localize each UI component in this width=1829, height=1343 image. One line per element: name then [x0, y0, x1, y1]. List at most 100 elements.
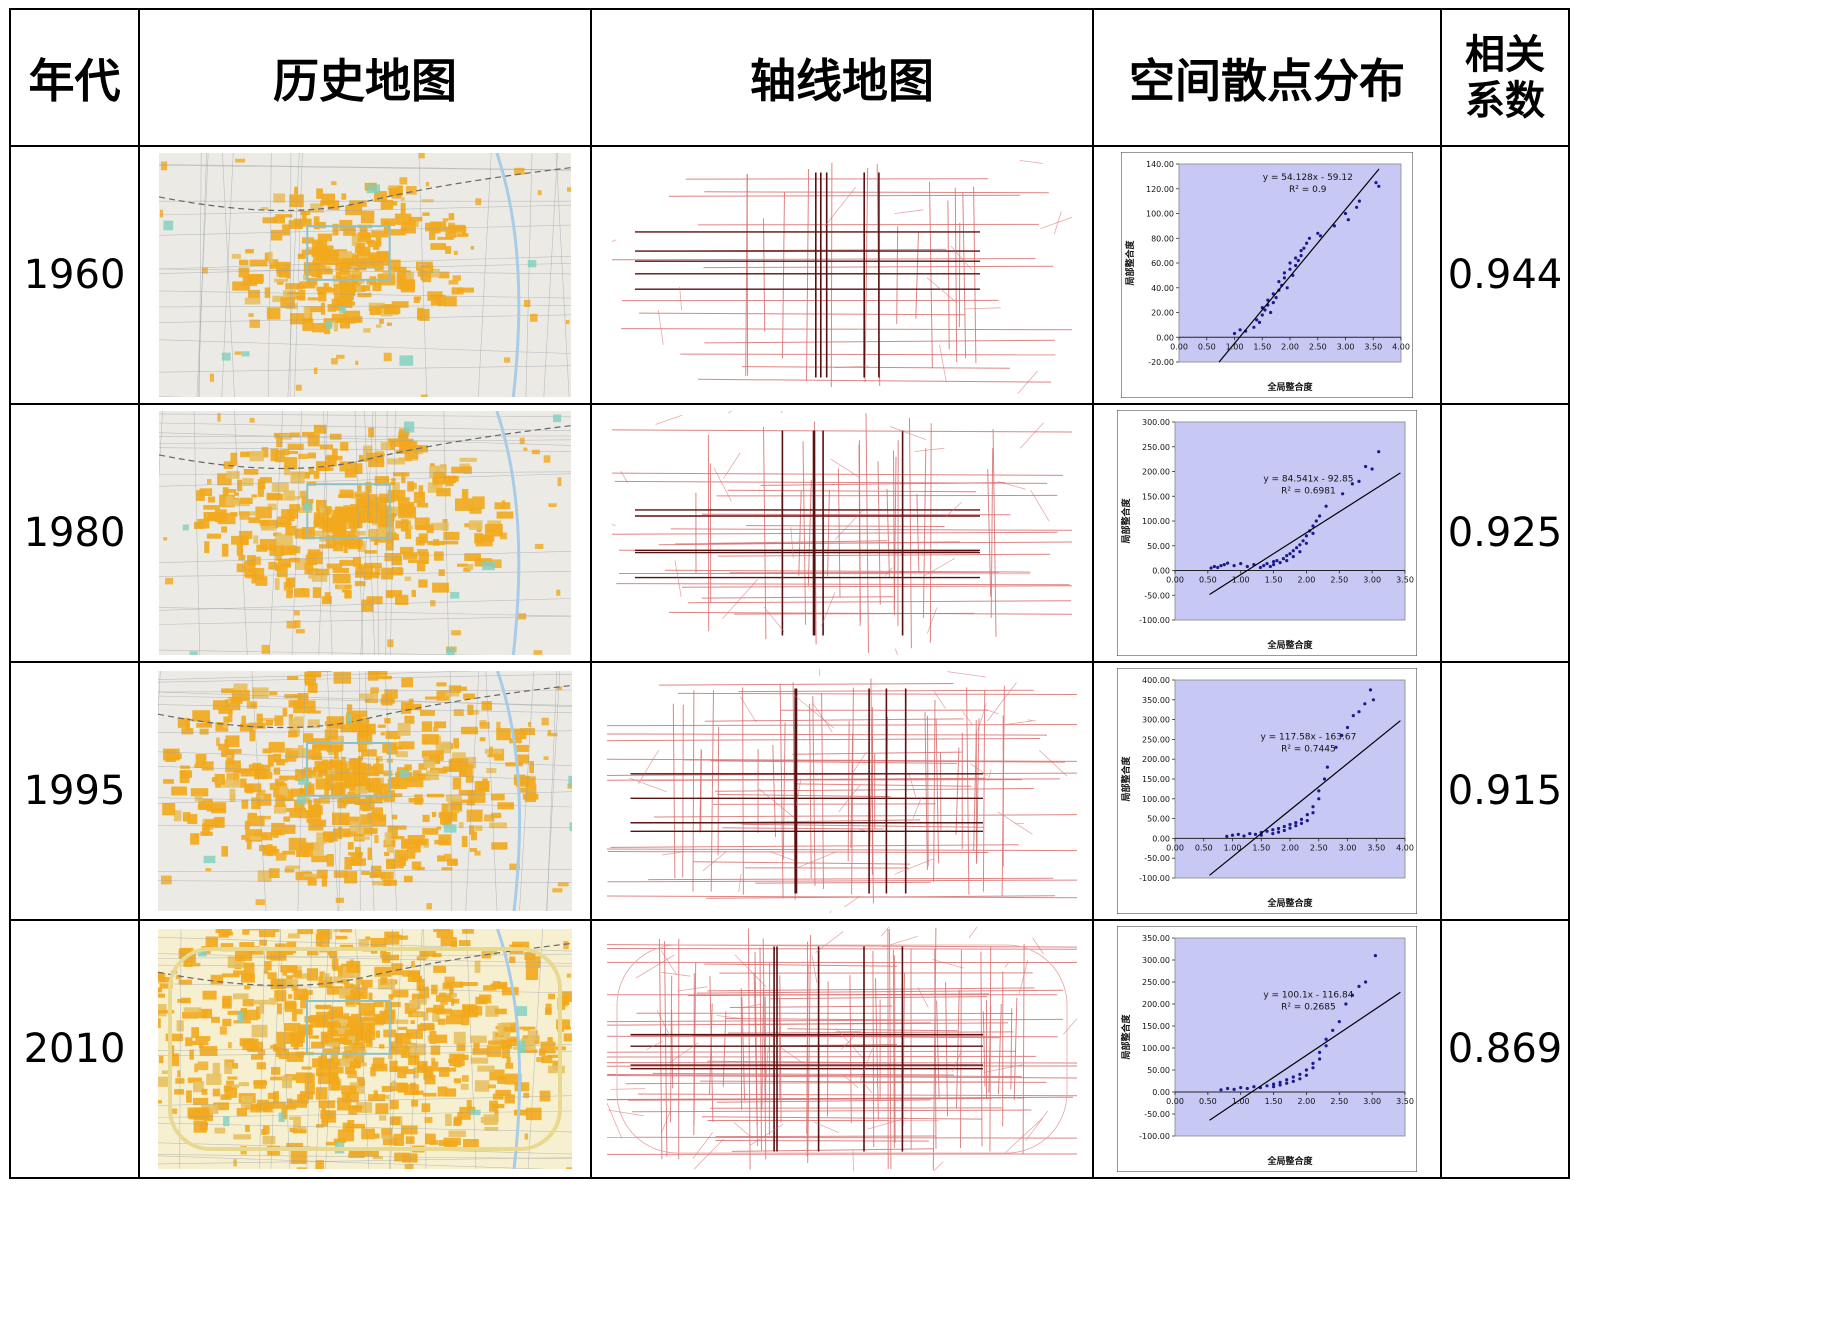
scatter-point	[1350, 482, 1354, 486]
scatter-point	[1236, 832, 1240, 836]
scatter-point	[1331, 1028, 1335, 1032]
scatter-point	[1357, 199, 1361, 203]
plot-area	[1174, 679, 1406, 879]
scatter-point	[1282, 824, 1286, 829]
scatter-point	[1316, 231, 1320, 235]
scatter-point	[1253, 832, 1258, 836]
y-tick-label: -100.00	[1139, 874, 1170, 883]
scatter-point	[1317, 789, 1321, 793]
scatter-point	[1351, 714, 1355, 718]
scatter-point	[1364, 464, 1368, 469]
scatter-point	[1311, 524, 1315, 528]
historic-map-image	[159, 411, 571, 655]
scatter-point	[1260, 313, 1264, 317]
plot-area	[1174, 421, 1406, 621]
x-axis-label: 全局整合度	[1266, 381, 1313, 393]
axial-map-image	[607, 669, 1077, 913]
scatter-point	[1324, 504, 1328, 508]
x-tick-label: 0.50	[1199, 1097, 1217, 1106]
x-tick-label: 0.00	[1166, 576, 1184, 585]
y-tick-label: -20.00	[1148, 358, 1174, 367]
header-correlation: 相关 系数	[1440, 8, 1570, 147]
scatter-point	[1225, 834, 1229, 838]
axial-map-cell	[590, 661, 1094, 921]
scatter-point	[1357, 710, 1361, 714]
scatter-point	[1334, 745, 1338, 749]
x-tick-label: 3.50	[1364, 342, 1382, 351]
scatter-point	[1295, 546, 1299, 550]
historic-map-image	[158, 671, 572, 911]
y-tick-label: 300.00	[1142, 418, 1170, 427]
x-tick-label: 0.50	[1198, 342, 1216, 351]
year-cell: 1980	[9, 403, 140, 663]
y-tick-label: 50.00	[1147, 542, 1170, 551]
scatter-point	[1304, 534, 1308, 538]
y-tick-label: 80.00	[1151, 234, 1174, 243]
y-tick-label: 0.00	[1156, 333, 1174, 342]
scatter-point	[1298, 1077, 1302, 1081]
scatter-point	[1266, 298, 1270, 302]
scatter-point	[1318, 234, 1323, 238]
x-tick-label: 0.50	[1195, 843, 1213, 852]
scatter-chart: 300.00 250.00 200.00 150.00 100.00 50.00 0.00 -…	[1117, 410, 1417, 656]
historic-map-cell	[138, 919, 592, 1179]
scatter-point	[1278, 561, 1282, 565]
scatter-point	[1288, 826, 1292, 830]
plot-area	[1174, 937, 1406, 1137]
scatter-point	[1226, 1086, 1230, 1091]
x-axis-label: 全局整合度	[1266, 639, 1313, 651]
fit-equation: y = 117.58x - 163.67	[1260, 732, 1356, 742]
y-tick-label: 100.00	[1142, 795, 1170, 804]
scatter-cell: 350.00 300.00 250.00 200.00 150.00 100.00 50.0…	[1092, 919, 1442, 1179]
scatter-point	[1294, 263, 1298, 268]
scatter-point	[1281, 557, 1285, 561]
scatter-point	[1299, 821, 1304, 825]
scatter-point	[1291, 555, 1295, 559]
scatter-point	[1368, 688, 1373, 692]
scatter-point	[1291, 549, 1295, 553]
scatter-point	[1239, 1086, 1243, 1090]
scatter-point	[1311, 531, 1315, 535]
scatter-point	[1232, 331, 1237, 336]
scatter-point	[1322, 777, 1327, 781]
fit-r-squared: R² = 0.2685	[1281, 1002, 1336, 1012]
scatter-point	[1271, 301, 1275, 305]
y-tick-label: 0.00	[1152, 1088, 1170, 1097]
y-axis-label: 局部整合度	[1120, 756, 1132, 802]
y-tick-label: 0.00	[1152, 567, 1170, 576]
scatter-point	[1311, 1066, 1315, 1070]
y-tick-label: 250.00	[1142, 443, 1170, 452]
y-axis-label: 局部整合度	[1120, 498, 1132, 544]
scatter-point	[1371, 698, 1375, 702]
scatter-point	[1232, 564, 1236, 568]
scatter-point	[1363, 702, 1367, 706]
scatter-point	[1232, 1087, 1236, 1091]
y-axis-label: 局部整合度	[1120, 1014, 1132, 1060]
y-tick-label: 350.00	[1142, 696, 1170, 705]
y-tick-label: 200.00	[1142, 468, 1170, 477]
scatter-point	[1304, 1073, 1308, 1077]
trend-line	[1209, 991, 1401, 1121]
x-tick-label: 1.50	[1265, 1097, 1283, 1106]
scatter-point	[1373, 954, 1377, 958]
scatter-point	[1298, 543, 1302, 547]
table-row: 1995 400.00 350.00 300.00 250.00 200.00 150.0…	[9, 661, 1570, 921]
scatter-point	[1278, 1080, 1282, 1084]
y-tick-label: -100.00	[1139, 616, 1170, 625]
x-axis-label: 全局整合度	[1266, 1155, 1313, 1167]
scatter-point	[1294, 824, 1298, 828]
scatter-point	[1341, 492, 1345, 496]
x-axis-label: 全局整合度	[1266, 897, 1313, 909]
scatter-point	[1285, 286, 1289, 290]
x-tick-label: 4.00	[1396, 843, 1414, 852]
scatter-point	[1288, 552, 1292, 556]
results-table: 年代 历史地图 轴线地图 空间散点分布 相关 系数 1960 140.00 120…	[9, 8, 1570, 1179]
scatter-point	[1274, 296, 1278, 300]
scatter-point	[1291, 1079, 1295, 1083]
x-tick-label: 3.00	[1337, 342, 1355, 351]
scatter-point	[1374, 181, 1378, 185]
y-tick-label: -50.00	[1144, 591, 1170, 600]
scatter-point	[1311, 1061, 1315, 1065]
scatter-point	[1370, 467, 1374, 471]
scatter-point	[1325, 765, 1329, 769]
